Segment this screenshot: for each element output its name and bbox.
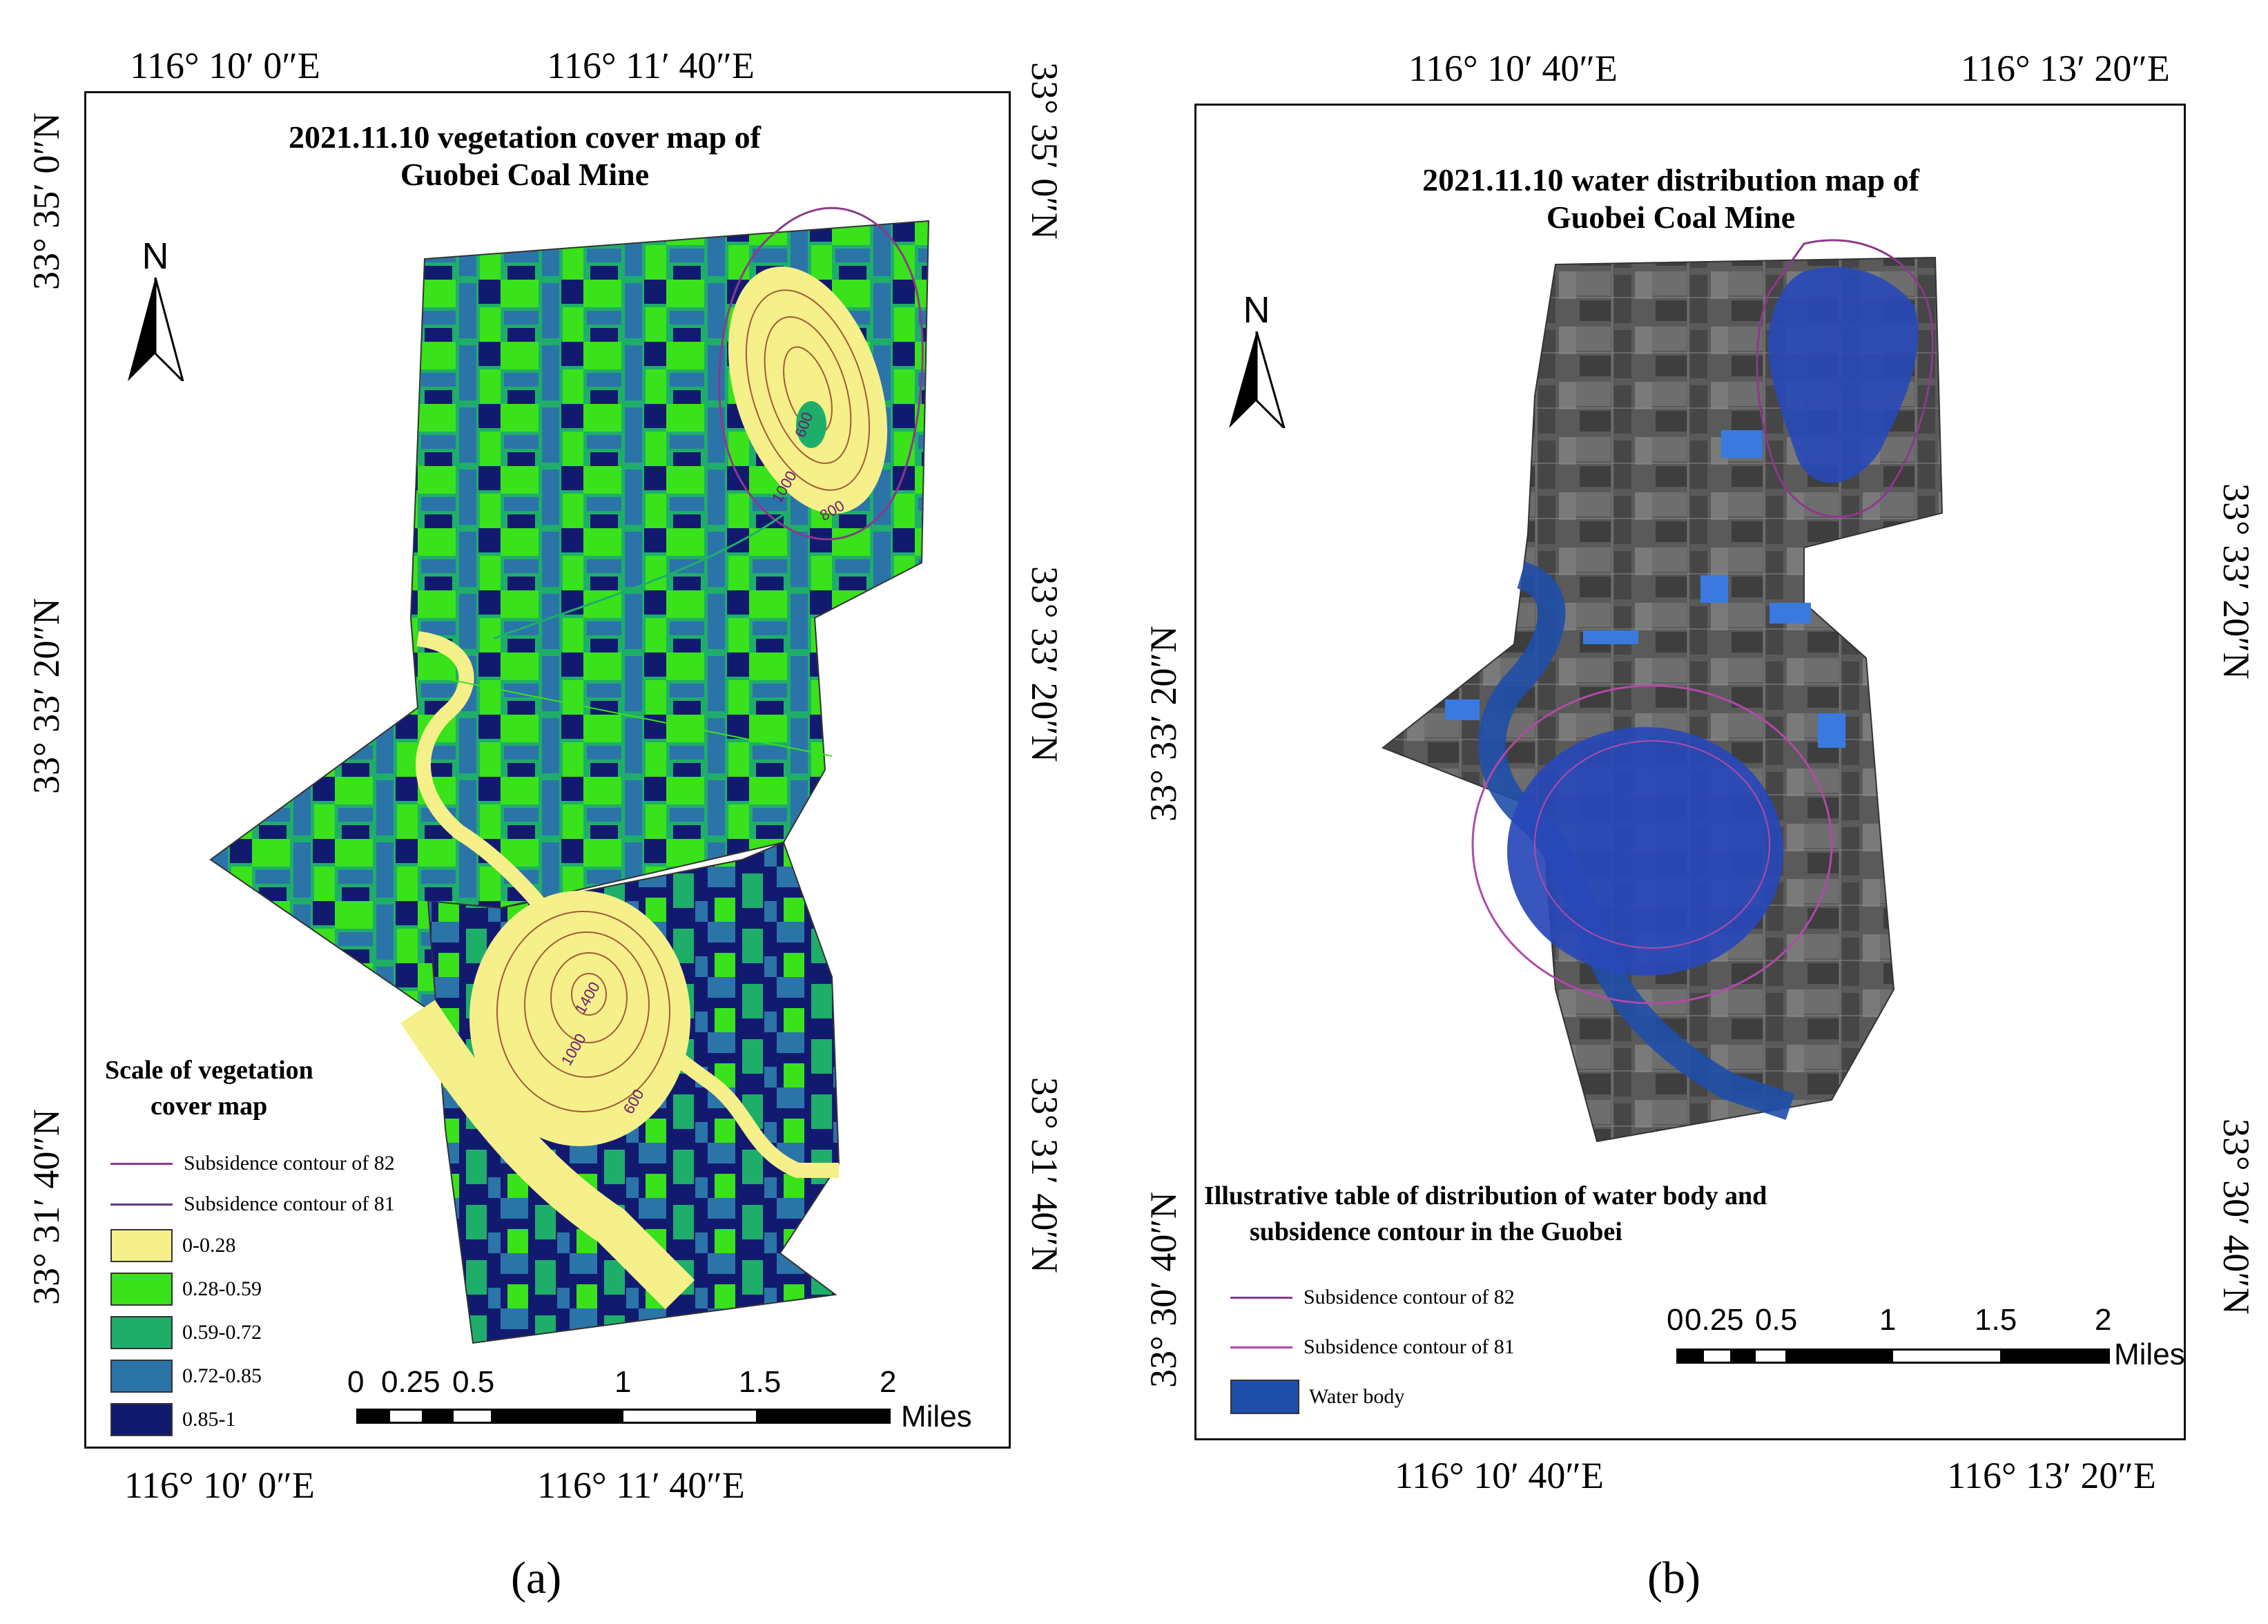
legend-a-line-81-label: Subsidence contour of 81 — [184, 1192, 395, 1215]
legend-a-class-4: 0.72-0.85 — [110, 1360, 262, 1393]
legend-a-class-5-label: 0.85-1 — [182, 1408, 236, 1431]
legend-a-class-3: 0.59-0.72 — [110, 1316, 262, 1349]
scalebar-b-bar — [1676, 1348, 2110, 1364]
map-title-a-line1: 2021.11.10 vegetation cover map of — [289, 119, 761, 155]
water-body-south — [1507, 727, 1783, 976]
contour-82-outline-b — [1756, 239, 1934, 518]
bottom-tick-a-1: 116° 10′ 0″E — [124, 1464, 315, 1506]
contour-81-swatch — [110, 1203, 173, 1206]
north-label-b: N — [1243, 289, 1270, 331]
legend-a-class-2-label: 0.28-0.59 — [182, 1277, 262, 1300]
bottom-tick-b-2: 116° 13′ 20″E — [1947, 1455, 2156, 1496]
bottom-tick-a-2: 116° 11′ 40″E — [537, 1464, 745, 1506]
left-tick-a-3: 33° 31′ 40″N — [26, 1109, 67, 1305]
north-arrow-b: N — [1225, 289, 1288, 432]
legend-swatch — [110, 1360, 173, 1393]
legend-a-class-4-label: 0.72-0.85 — [182, 1364, 262, 1387]
scalebar-b-tick: 0.25 — [1685, 1303, 1744, 1337]
contour-82-swatch — [110, 1162, 173, 1165]
legend-a-title-line2: cover map — [151, 1092, 268, 1121]
scalebar-b-unit: Miles — [2114, 1337, 2185, 1371]
right-tick-a-1: 33° 35′ 0″N — [1024, 62, 1065, 240]
scalebar-a-unit: Miles — [901, 1400, 972, 1433]
legend-swatch — [110, 1316, 173, 1349]
legend-b-title-line2: subsidence contour in the Guobei — [1250, 1217, 1622, 1246]
legend-b-line-82: Subsidence contour of 82 — [1230, 1286, 1515, 1309]
north-arrow-icon — [128, 277, 185, 385]
legend-a-title-line1: Scale of vegetation — [105, 1056, 313, 1085]
caption-b-text: (b) — [1647, 1553, 1700, 1603]
map-title-b: 2021.11.10 water distribution map of Guo… — [1326, 162, 2016, 236]
map-title-b-line2: Guobei Coal Mine — [1546, 200, 1796, 235]
caption-b: (b) — [1647, 1552, 1700, 1605]
legend-b-title: Illustrative table of distribution of wa… — [1204, 1178, 1767, 1250]
scalebar-b-tick: 0 — [1667, 1303, 1684, 1337]
legend-swatch — [110, 1273, 173, 1306]
subsidence-basin-82 — [728, 267, 888, 514]
legend-b-class-1-label: Water body — [1309, 1385, 1405, 1408]
map-title-a-line2: Guobei Coal Mine — [400, 157, 650, 192]
north-arrow-a: N — [124, 235, 186, 385]
legend-a-class-3-label: 0.59-0.72 — [182, 1321, 262, 1344]
scalebar-b-tick: 1 — [1879, 1303, 1897, 1337]
contour-82-swatch — [1230, 1296, 1292, 1299]
map-title-b-line1: 2021.11.10 water distribution map of — [1422, 162, 1919, 197]
scalebar-a-tick: 0 — [347, 1365, 365, 1399]
legend-a-line-82: Subsidence contour of 82 — [110, 1152, 395, 1175]
contour-81-swatch — [1230, 1346, 1292, 1348]
scalebar-a-tick: 0.5 — [452, 1365, 495, 1399]
left-tick-a-1: 33° 35′ 0″N — [26, 113, 67, 290]
right-tick-b-2: 33° 30′ 40″N — [2216, 1119, 2257, 1315]
legend-b-line-81-label: Subsidence contour of 81 — [1303, 1335, 1515, 1358]
legend-b-title-line1: Illustrative table of distribution of wa… — [1204, 1181, 1767, 1210]
vegetation-map: 600 800 1000 1400 1000 600 — [209, 206, 930, 1344]
top-tick-a-1: 116° 10′ 0″E — [130, 45, 320, 86]
legend-b-line-81: Subsidence contour of 81 — [1230, 1335, 1515, 1359]
scalebar-a-bar — [356, 1409, 891, 1424]
scalebar-b-tick: 2 — [2095, 1303, 2112, 1337]
bottom-tick-b-1: 116° 10′ 40″E — [1395, 1455, 1604, 1496]
caption-a: (a) — [511, 1552, 561, 1605]
scalebar-a-tick: 0.25 — [381, 1365, 440, 1399]
scalebar-b-tick: 1.5 — [1975, 1303, 2017, 1337]
left-tick-b-1: 33° 33′ 20″N — [1143, 626, 1184, 822]
legend-a-class-2: 0.28-0.59 — [110, 1273, 262, 1306]
legend-b-line-82-label: Subsidence contour of 82 — [1303, 1286, 1515, 1308]
legend-swatch — [110, 1403, 173, 1436]
top-tick-b-1: 116° 10′ 40″E — [1408, 48, 1618, 89]
scalebar-a-tick: 1.5 — [739, 1365, 782, 1399]
right-tick-a-3: 33° 31′ 40″N — [1024, 1077, 1065, 1273]
left-tick-a-2: 33° 33′ 20″N — [26, 598, 67, 794]
left-tick-b-2: 33° 30′ 40″N — [1143, 1192, 1184, 1388]
water-distribution-map — [1382, 239, 1944, 1143]
legend-a-line-82-label: Subsidence contour of 82 — [184, 1152, 395, 1174]
river-south — [400, 1000, 695, 1310]
scalebar-b-tick: 0.5 — [1755, 1303, 1798, 1337]
study-area-polygon-b — [1382, 256, 1944, 1143]
north-arrow-icon — [1229, 331, 1287, 432]
legend-a-class-1-label: 0-0.28 — [182, 1234, 236, 1257]
contour-82-outline — [718, 206, 924, 541]
legend-a-class-1: 0-0.28 — [110, 1229, 236, 1262]
legend-b-class-1: Water body — [1230, 1380, 1404, 1414]
water-body-north — [1768, 267, 1919, 483]
right-tick-a-2: 33° 33′ 20″N — [1024, 566, 1065, 762]
caption-a-text: (a) — [511, 1553, 562, 1603]
legend-swatch — [1230, 1380, 1299, 1414]
right-tick-b-1: 33° 33′ 20″N — [2216, 483, 2257, 679]
subsidence-basin-81 — [469, 891, 690, 1146]
legend-swatch — [110, 1229, 173, 1262]
map-title-a: 2021.11.10 vegetation cover map of Guobe… — [207, 119, 842, 193]
top-tick-b-2: 116° 13′ 20″E — [1961, 48, 2170, 89]
legend-a-class-5: 0.85-1 — [110, 1403, 236, 1436]
scalebar-a-tick: 1 — [614, 1365, 632, 1399]
scalebar-a-tick: 2 — [880, 1365, 897, 1399]
top-tick-a-2: 116° 11′ 40″E — [547, 45, 755, 86]
legend-a-title: Scale of vegetation cover map — [105, 1052, 313, 1124]
north-label-a: N — [142, 235, 169, 277]
legend-a-line-81: Subsidence contour of 81 — [110, 1192, 395, 1216]
